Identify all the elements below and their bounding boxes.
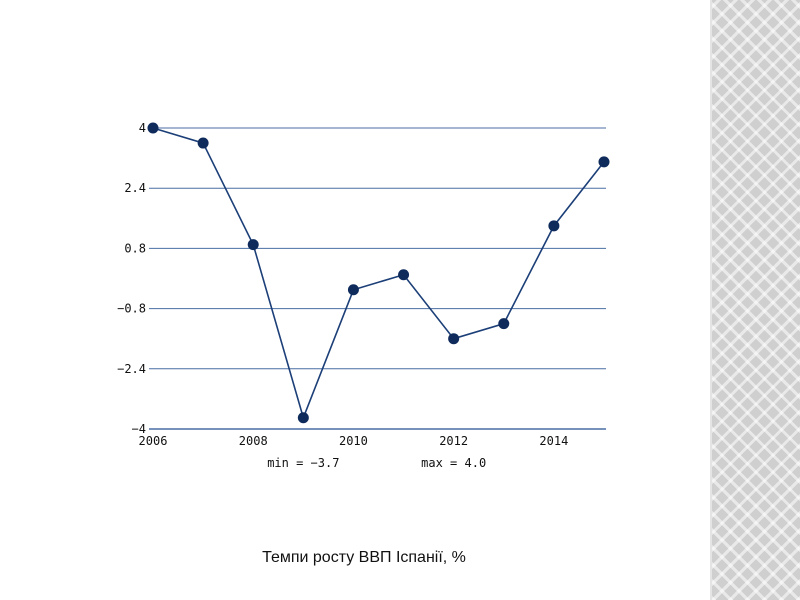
chart-caption: Темпи росту ВВП Іспанії, % [262, 549, 466, 566]
x-tick-label: 2010 [339, 434, 368, 448]
max-annotation: max = 4.0 [421, 456, 486, 470]
x-tick-label: 2012 [439, 434, 468, 448]
decorative-pattern-strip [712, 0, 800, 600]
data-point [548, 220, 560, 232]
data-point [448, 333, 460, 345]
min-annotation: min = −3.7 [267, 456, 339, 470]
series-line [152, 127, 605, 421]
data-point [398, 269, 410, 281]
x-tick-label: 2014 [539, 434, 568, 448]
data-point [297, 412, 309, 424]
data-point [498, 318, 510, 330]
data-point [347, 284, 359, 296]
y-tick-label: 2.4 [124, 181, 146, 195]
x-tick-label: 2008 [239, 434, 268, 448]
data-point [147, 122, 159, 134]
y-tick-label: 4 [139, 121, 146, 135]
data-point [247, 239, 259, 251]
data-point [197, 137, 209, 149]
y-tick-label: 0.8 [124, 241, 146, 255]
data-point [598, 156, 610, 168]
x-tick-label: 2006 [139, 434, 168, 448]
y-tick-label: −2.4 [117, 362, 146, 376]
y-tick-label: −0.8 [117, 302, 146, 316]
y-tick-label: −4 [132, 422, 146, 436]
